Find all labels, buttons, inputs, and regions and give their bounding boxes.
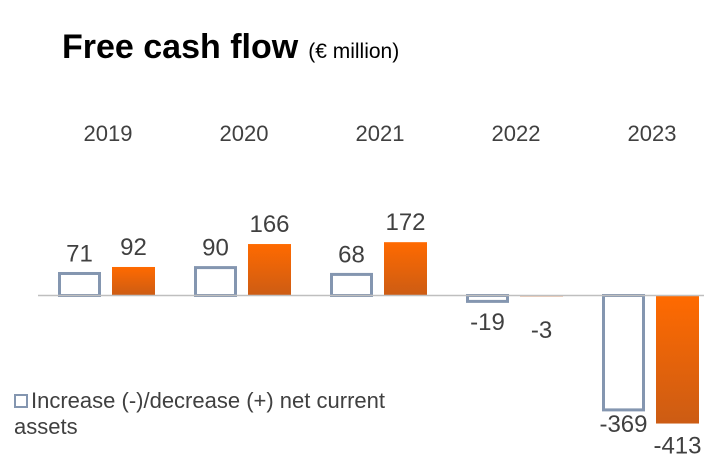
bar bbox=[112, 266, 155, 296]
chart-subtitle: (€ million) bbox=[308, 40, 399, 63]
bar bbox=[58, 271, 101, 297]
data-label: 71 bbox=[66, 240, 93, 267]
bar bbox=[656, 295, 699, 424]
data-label: -413 bbox=[653, 433, 701, 460]
data-label: 68 bbox=[338, 241, 365, 268]
bar bbox=[194, 266, 237, 298]
bar bbox=[384, 242, 427, 296]
bar bbox=[248, 244, 291, 296]
x-tick-label: 2019 bbox=[84, 121, 133, 146]
chart-title: Free cash flow bbox=[62, 28, 299, 66]
x-tick-label: 2022 bbox=[492, 121, 541, 146]
data-label: -369 bbox=[599, 411, 647, 438]
data-label: 166 bbox=[249, 211, 289, 238]
data-label: 90 bbox=[202, 235, 229, 262]
legend-swatch bbox=[14, 394, 28, 408]
bar bbox=[330, 272, 373, 298]
data-label: -19 bbox=[470, 309, 505, 336]
legend-label: Increase (-)/decrease (+) net current as… bbox=[14, 388, 385, 439]
data-label: -3 bbox=[531, 317, 552, 344]
x-tick-label: 2023 bbox=[628, 121, 677, 146]
data-label: 172 bbox=[385, 209, 425, 236]
legend: Increase (-)/decrease (+) net current as… bbox=[14, 388, 404, 440]
bar bbox=[466, 294, 509, 303]
data-label: 92 bbox=[120, 234, 147, 261]
x-tick-label: 2020 bbox=[220, 121, 269, 146]
bar bbox=[602, 294, 645, 412]
x-tick-label: 2021 bbox=[356, 121, 405, 146]
